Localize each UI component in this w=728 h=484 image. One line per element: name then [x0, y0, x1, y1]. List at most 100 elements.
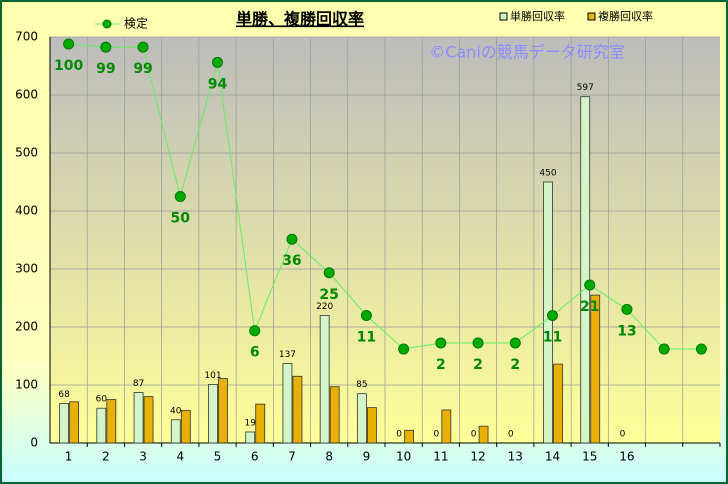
x-tick-label: 11 [433, 450, 448, 464]
bar [255, 403, 266, 444]
data-label: 0 [508, 430, 514, 440]
bar [282, 363, 293, 444]
data-label: 50 [171, 211, 191, 227]
marker [360, 309, 372, 321]
data-label: 220 [316, 302, 333, 312]
bar [133, 392, 144, 444]
bar [292, 375, 303, 444]
bar [366, 407, 377, 444]
data-label: 21 [580, 299, 599, 315]
bar [69, 401, 80, 444]
marker [509, 337, 521, 349]
marker [695, 343, 707, 355]
marker [658, 343, 670, 355]
x-tick-label: 16 [619, 450, 634, 464]
x-tick-label: 13 [508, 450, 523, 464]
bar [59, 403, 70, 444]
y-tick-label: 700 [15, 30, 38, 44]
x-tick-label: 5 [214, 450, 222, 464]
bar [170, 419, 181, 444]
bar [106, 399, 117, 444]
marker [323, 267, 335, 279]
marker [398, 343, 410, 355]
x-tick-label: 14 [545, 450, 560, 464]
data-label: 6 [250, 345, 260, 361]
y-tick-label: 0 [30, 436, 38, 450]
bar [218, 378, 228, 444]
chart-title: 単勝、複勝回収率 [236, 10, 364, 29]
marker [249, 325, 261, 337]
bar [143, 396, 154, 444]
y-tick-label: 400 [15, 204, 38, 218]
data-label: 68 [58, 390, 70, 400]
data-label: 2 [436, 357, 446, 373]
x-tick-label: 4 [176, 450, 184, 464]
data-label: 85 [356, 380, 367, 390]
data-label: 99 [96, 61, 115, 77]
bar [329, 386, 340, 444]
legend-label: 単勝回収率 [510, 9, 565, 23]
marker [137, 41, 149, 53]
bar [404, 429, 415, 444]
marker [584, 279, 596, 291]
y-tick-label: 100 [15, 378, 38, 392]
marker [174, 191, 186, 203]
y-tick-label: 300 [15, 262, 38, 276]
data-label: 0 [471, 430, 477, 440]
data-label: 0 [396, 430, 402, 440]
x-tick-label: 10 [396, 450, 411, 464]
data-label: 2 [473, 357, 483, 373]
data-label: 0 [433, 430, 439, 440]
data-label: 2 [510, 357, 520, 373]
data-label: 450 [539, 169, 556, 179]
watermark: ©Caniの競馬データ研究室 [429, 43, 625, 62]
y-tick-label: 600 [15, 88, 38, 102]
x-tick-label: 8 [325, 450, 333, 464]
data-label: 60 [96, 395, 108, 405]
marker [286, 233, 298, 245]
data-label: 19 [244, 418, 256, 428]
data-label: 13 [617, 323, 636, 339]
marker [547, 309, 558, 321]
legend-swatch [499, 12, 508, 21]
marker [435, 337, 447, 349]
x-tick-label: 1 [65, 450, 73, 464]
marker [100, 41, 112, 53]
data-label: 101 [204, 371, 221, 381]
data-label: 87 [133, 379, 144, 389]
y-tick-label: 500 [15, 146, 38, 160]
bar [208, 384, 218, 444]
marker [212, 56, 223, 68]
x-tick-label: 6 [251, 450, 259, 464]
bar [180, 410, 191, 444]
data-label: 94 [208, 76, 228, 92]
data-label: 40 [170, 406, 182, 416]
marker [63, 38, 75, 50]
data-label: 137 [279, 350, 296, 360]
x-tick-label: 2 [102, 450, 110, 464]
data-label: 11 [357, 329, 376, 345]
legend-label: 検定 [124, 16, 148, 31]
x-tick-label: 3 [139, 450, 147, 464]
data-label: 0 [620, 430, 626, 440]
data-label: 36 [282, 253, 301, 269]
legend-swatch [587, 12, 596, 21]
data-label: 100 [54, 58, 83, 74]
data-label: 25 [319, 287, 338, 303]
bar [580, 96, 591, 444]
bar [553, 363, 563, 444]
marker [472, 337, 484, 349]
bar [96, 407, 107, 444]
data-label: 99 [133, 61, 152, 77]
bar [478, 425, 489, 444]
line [68, 43, 702, 350]
bar [590, 294, 601, 444]
marker [621, 303, 633, 315]
bar [441, 409, 452, 444]
x-tick-label: 7 [288, 450, 296, 464]
x-tick-label: 12 [470, 450, 485, 464]
bar [245, 431, 256, 444]
data-label: 11 [543, 329, 562, 345]
